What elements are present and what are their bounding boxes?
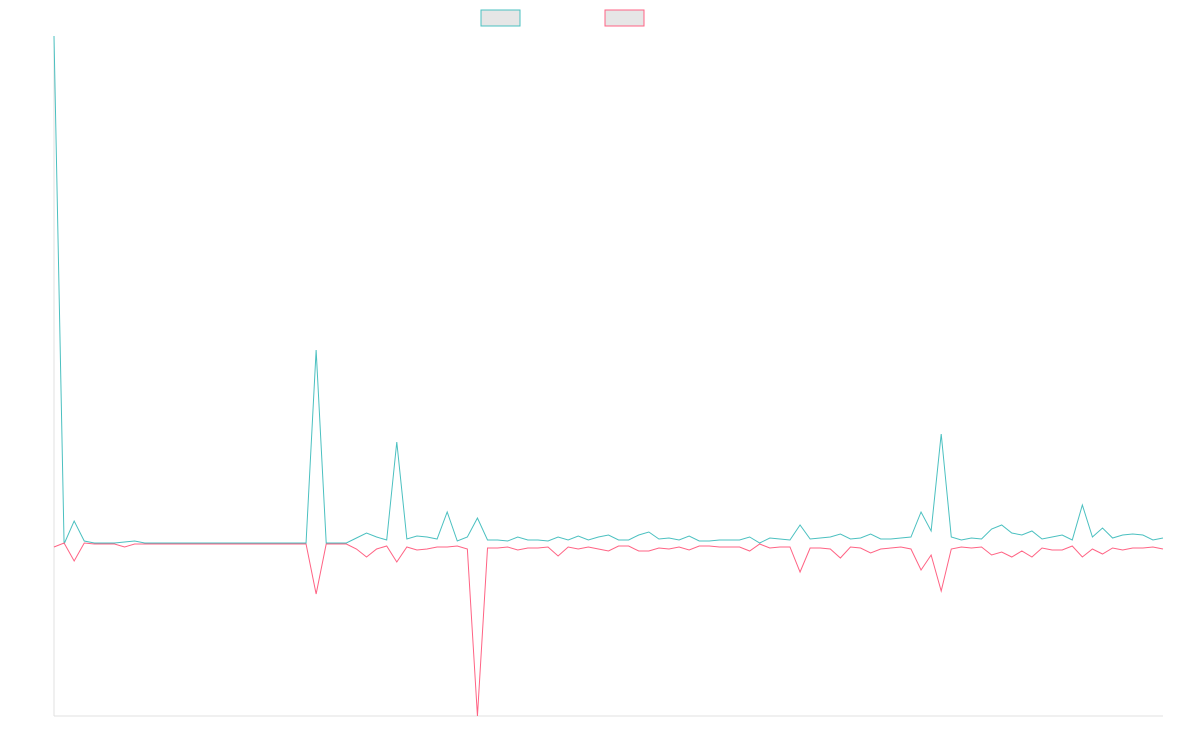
series-line: [53, 35, 1164, 545]
legend-swatch: [604, 9, 645, 27]
series-line: [53, 542, 1164, 717]
legend-swatch: [480, 9, 521, 27]
